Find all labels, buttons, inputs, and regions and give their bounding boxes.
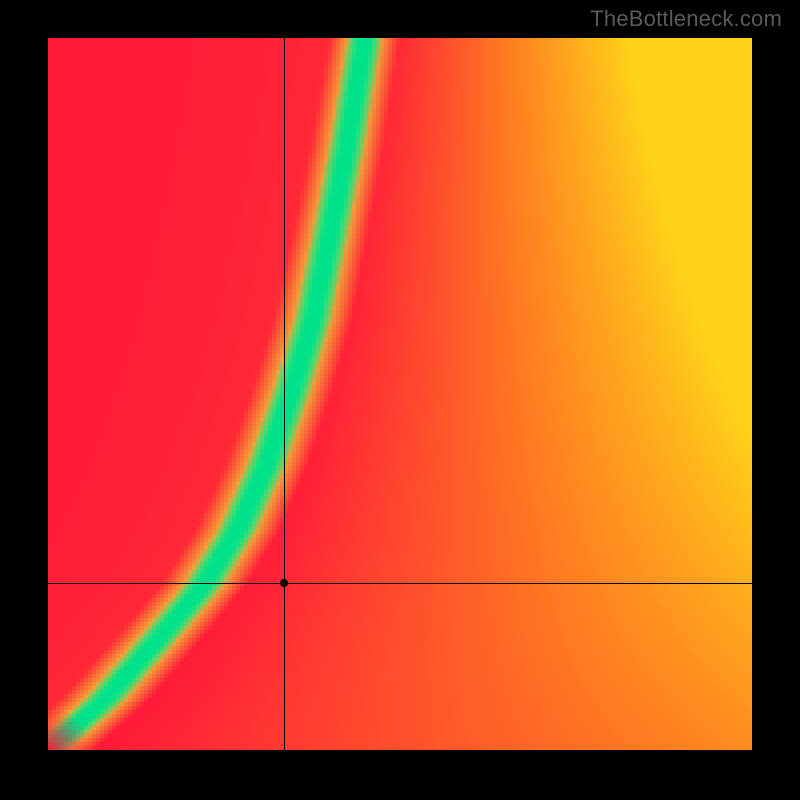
- watermark-text: TheBottleneck.com: [590, 6, 782, 32]
- chart-container: TheBottleneck.com: [0, 0, 800, 800]
- heatmap-plot: [48, 38, 752, 750]
- crosshair-vertical: [284, 38, 285, 750]
- crosshair-horizontal: [48, 583, 752, 584]
- crosshair-point: [280, 579, 288, 587]
- heatmap-canvas: [48, 38, 752, 750]
